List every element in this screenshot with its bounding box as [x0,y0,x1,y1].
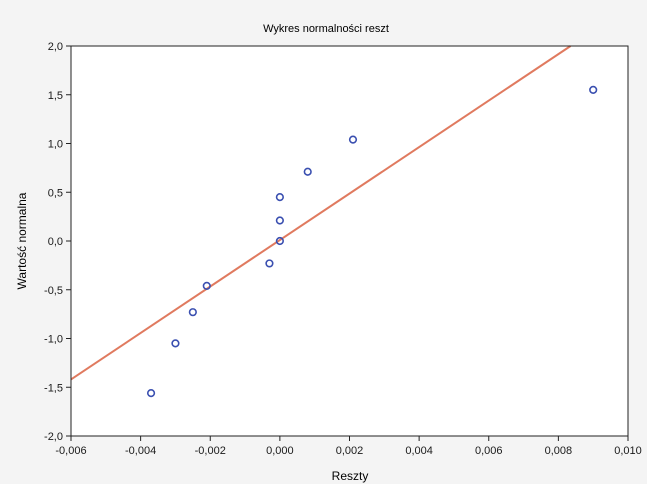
x-tick-label-3: 0,000 [266,445,294,457]
x-tick-label-1: -0,004 [125,445,156,457]
x-tick-label-6: 0,006 [475,445,503,457]
y-tick-label-3: -0,5 [44,285,63,297]
data-point-6 [275,236,284,246]
y-tick-label-1: -1,5 [44,382,63,394]
x-tick-label-2: -0,002 [195,445,226,457]
data-point-8 [275,193,284,202]
data-point-11 [589,85,598,94]
y-tick-label-6: 1,0 [48,139,63,151]
y-tick-label-2: -1,0 [44,334,63,346]
data-point-7 [275,216,284,225]
data-point-5 [265,259,274,268]
x-tick-label-4: 0,002 [336,445,364,457]
data-point-10 [348,135,358,144]
plot-area: -0,006 -0,004 -0,002 0,000 0,002 0,004 0,006 0,… [44,41,642,457]
chart-title: Wykres normalności reszt [263,23,389,35]
y-axis-label: Wartość normalna [15,192,29,289]
y-tick-label-7: 1,5 [48,90,63,102]
y-tick-label-4: 0,0 [48,236,63,248]
x-tick-label-8: 0,010 [614,445,642,457]
reference-line [70,45,572,381]
y-tick-label-0: -2,0 [44,431,63,443]
plot-background [71,46,628,436]
y-tick-label-5: 0,5 [48,187,63,199]
data-point-1 [146,389,156,398]
x-tick-label-5: 0,004 [405,445,433,457]
x-tick-label-7: 0,008 [545,445,573,457]
y-tick-label-8: 2,0 [48,41,63,53]
data-point-9 [303,167,312,176]
data-point-2 [171,339,180,348]
data-point-4 [202,281,211,290]
x-axis-label: Reszty [332,469,369,483]
x-tick-label-0: -0,006 [55,445,86,457]
data-point-3 [188,308,197,317]
